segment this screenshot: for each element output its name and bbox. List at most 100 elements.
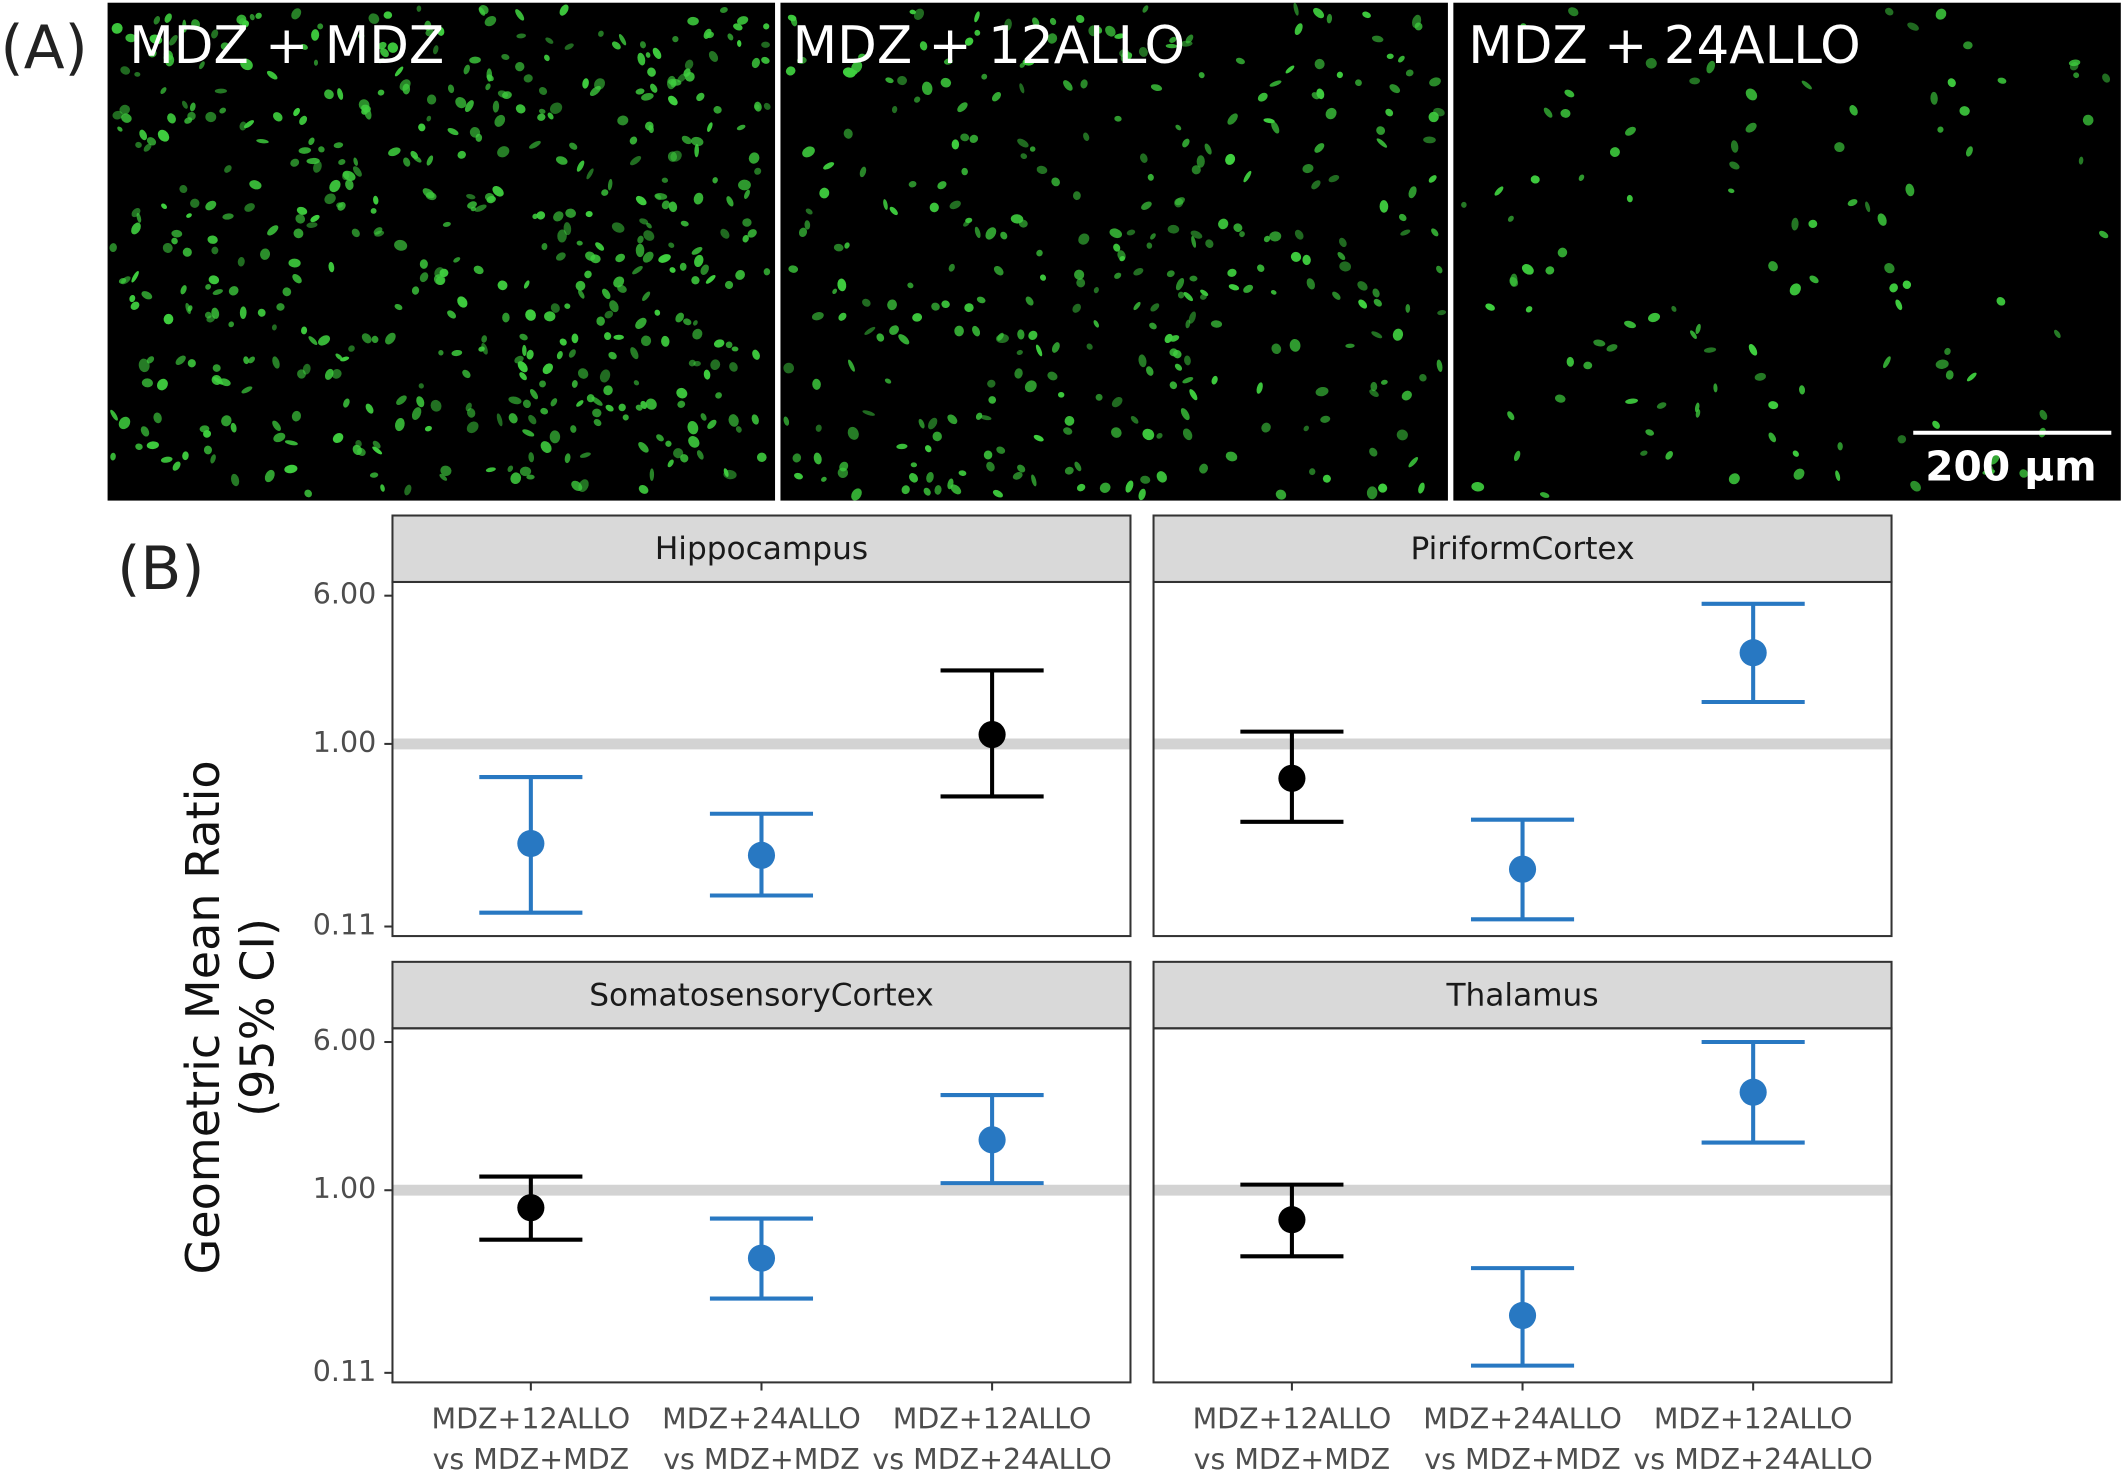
cell bbox=[615, 253, 625, 263]
cell bbox=[1156, 433, 1163, 439]
cell bbox=[1099, 482, 1111, 493]
cell bbox=[1883, 356, 1891, 369]
cell bbox=[1225, 153, 1236, 165]
cell bbox=[792, 453, 802, 463]
point bbox=[1278, 1206, 1306, 1234]
cell bbox=[1401, 390, 1412, 401]
cell bbox=[1935, 359, 1949, 369]
x-tick-label: MDZ+12ALLO bbox=[1193, 1402, 1392, 1435]
cell bbox=[736, 124, 746, 131]
cell bbox=[564, 43, 574, 50]
point bbox=[747, 841, 776, 869]
cell bbox=[823, 162, 835, 170]
cell bbox=[1311, 180, 1321, 190]
cell bbox=[1849, 105, 1858, 116]
cell bbox=[1521, 264, 1534, 275]
cell bbox=[1902, 280, 1912, 289]
cell bbox=[345, 179, 354, 191]
cell bbox=[508, 413, 518, 424]
cell bbox=[121, 113, 132, 123]
cell bbox=[523, 280, 530, 289]
cell bbox=[1146, 242, 1153, 249]
cell bbox=[1017, 138, 1029, 148]
cell bbox=[676, 387, 688, 399]
cell bbox=[462, 369, 471, 379]
cell bbox=[633, 380, 640, 386]
cell bbox=[293, 107, 301, 117]
cell bbox=[1895, 299, 1903, 311]
cell bbox=[635, 88, 645, 95]
cell bbox=[1022, 58, 1035, 66]
cell bbox=[1140, 475, 1151, 484]
cell bbox=[1064, 416, 1075, 426]
cell bbox=[710, 359, 721, 370]
cell bbox=[435, 276, 445, 285]
cell bbox=[333, 142, 344, 149]
cell bbox=[532, 213, 538, 220]
cell bbox=[1996, 297, 2006, 306]
cell bbox=[1028, 330, 1038, 340]
cell bbox=[293, 228, 304, 239]
cell bbox=[1093, 320, 1099, 328]
micrograph bbox=[780, 2, 1448, 501]
cell bbox=[157, 378, 168, 391]
cell bbox=[1593, 339, 1606, 347]
cell bbox=[313, 59, 319, 66]
cell bbox=[1012, 471, 1023, 480]
cell bbox=[1648, 312, 1661, 323]
cell bbox=[329, 179, 341, 193]
cell bbox=[175, 355, 186, 366]
cell bbox=[1835, 470, 1841, 482]
cell bbox=[544, 54, 550, 62]
cell bbox=[1210, 320, 1223, 328]
cell bbox=[528, 452, 535, 463]
cell bbox=[190, 198, 200, 208]
cell bbox=[1338, 237, 1347, 248]
cell bbox=[691, 246, 703, 255]
cell bbox=[1624, 320, 1636, 329]
cell bbox=[943, 58, 953, 65]
cell bbox=[1437, 310, 1447, 316]
cell bbox=[1959, 106, 1970, 116]
cell bbox=[522, 399, 531, 409]
cell bbox=[960, 133, 970, 142]
cell bbox=[291, 410, 302, 422]
cell bbox=[351, 228, 360, 238]
cell bbox=[257, 308, 266, 317]
cell bbox=[220, 42, 230, 50]
cell bbox=[1380, 379, 1388, 385]
cell bbox=[1138, 488, 1146, 501]
cell bbox=[1583, 361, 1593, 370]
cell bbox=[727, 33, 734, 41]
cell bbox=[639, 218, 649, 225]
cell bbox=[557, 229, 567, 243]
cell bbox=[240, 58, 253, 71]
cell bbox=[650, 83, 658, 93]
cell bbox=[1362, 11, 1371, 19]
cell bbox=[1935, 8, 1947, 20]
cell bbox=[1808, 219, 1818, 228]
cell bbox=[683, 318, 692, 326]
cell bbox=[1114, 33, 1125, 39]
cell bbox=[1261, 422, 1271, 433]
cell bbox=[110, 452, 116, 461]
cell bbox=[1373, 298, 1382, 307]
cell bbox=[519, 372, 527, 381]
cell bbox=[1271, 121, 1280, 134]
cell bbox=[604, 332, 612, 341]
cell bbox=[652, 47, 662, 59]
cell bbox=[271, 324, 277, 331]
cell bbox=[735, 426, 742, 433]
cell bbox=[690, 136, 704, 147]
cell bbox=[889, 206, 898, 216]
cell bbox=[681, 135, 692, 145]
cell bbox=[172, 461, 181, 471]
cell bbox=[272, 112, 283, 122]
cell bbox=[1897, 435, 1907, 444]
cell bbox=[545, 37, 554, 44]
cell bbox=[1275, 489, 1287, 500]
cell bbox=[1169, 381, 1178, 390]
cell bbox=[143, 143, 152, 152]
cell bbox=[1173, 350, 1182, 359]
cell bbox=[796, 56, 807, 64]
